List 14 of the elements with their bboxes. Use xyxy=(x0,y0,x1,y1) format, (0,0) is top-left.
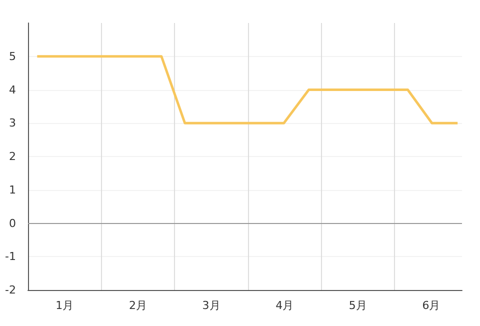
x-tick-label: 5月 xyxy=(348,299,367,312)
y-tick-label: 0 xyxy=(9,216,16,230)
y-tick-label: 1 xyxy=(9,183,16,196)
x-tick-label: 3月 xyxy=(202,299,220,312)
x-tick-label: 2月 xyxy=(128,299,147,312)
y-tick-label: 3 xyxy=(9,116,16,130)
y-tick-label: -2 xyxy=(5,284,16,296)
y-tick-label: 5 xyxy=(9,50,16,63)
x-tick-label: 1月 xyxy=(56,299,74,312)
x-tick-label: 4月 xyxy=(276,299,294,312)
y-tick-label: 4 xyxy=(9,83,16,96)
x-tick-label: 6月 xyxy=(422,299,440,312)
y-tick-label: 2 xyxy=(9,150,16,163)
y-tick-label: -1 xyxy=(5,250,16,264)
